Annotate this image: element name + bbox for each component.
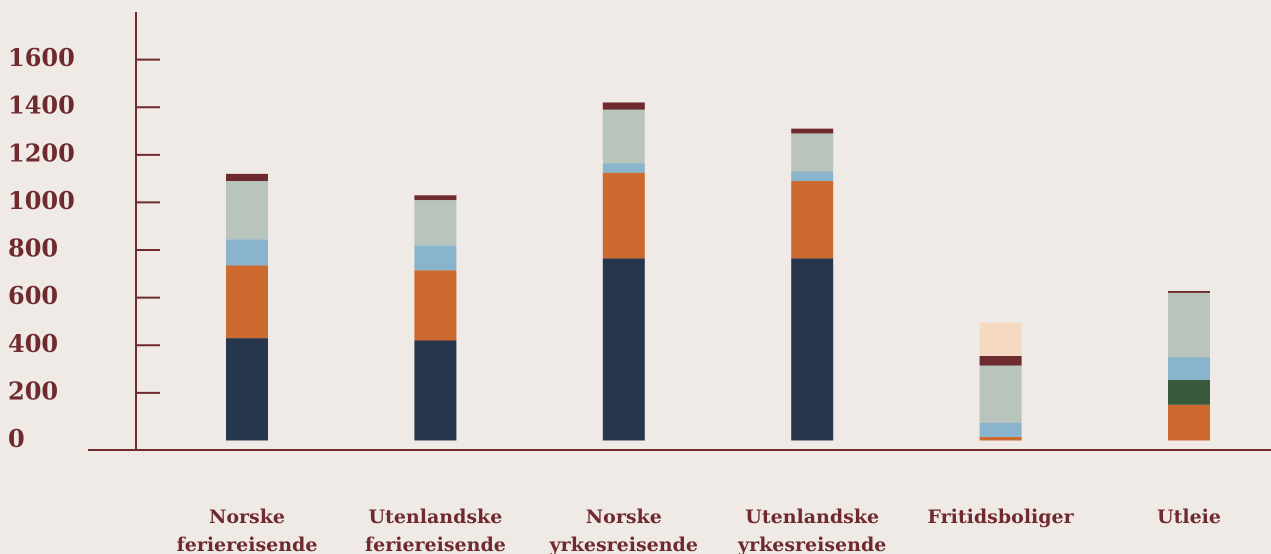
x-tick-label: Fritidsboliger [928,506,1075,528]
y-tick-label: 800 [8,234,58,263]
bar-segment [1168,290,1210,293]
bar-segment [791,171,834,182]
x-tick-label: Utleie [1157,506,1221,528]
y-tick-label: 400 [8,329,58,358]
bar-segment [414,245,457,271]
bar-segment [791,181,834,259]
x-tick-label: Norske feriereisende [177,506,318,554]
y-tick-label: 1000 [8,186,75,215]
y-tick-label: 600 [8,281,58,310]
bar-segment [414,340,457,441]
x-tick-label: Norske yrkesreisende [549,506,698,554]
bar-segment [1168,292,1210,358]
bar-segment [602,258,645,441]
y-tick-label: 200 [8,376,58,405]
y-tick-label: 1600 [8,43,75,72]
y-tick-label: 1400 [8,91,75,120]
bar-segment [602,109,645,164]
bar-segment [979,355,1022,366]
bar-segment [602,172,645,259]
bar-segment [791,128,834,134]
bar-segment [979,322,1022,356]
y-tick-label: 1200 [8,138,75,167]
x-tick-label: Utenlandske yrkesreisende [737,506,886,554]
bar-segment [414,270,457,341]
bar-segment [1168,379,1210,405]
bar-segment [414,195,457,201]
bar-segment [226,338,268,441]
bar-segment [226,265,268,339]
bar-segment [602,163,645,173]
bar-segment [226,173,268,182]
bar-segment [791,258,834,441]
bar-segment [1168,404,1210,441]
y-tick-label: 0 [8,424,25,453]
bar-segment [791,133,834,172]
bar-segment [979,422,1022,437]
bar-segment [979,436,1022,441]
bar-segment [602,102,645,110]
bar-segment [414,200,457,246]
x-tick-label: Utenlandske feriereisende [365,506,506,554]
bar-segment [226,239,268,266]
bar-segment [979,365,1022,423]
bar-segment [226,181,268,240]
bar-segment [1168,357,1210,380]
